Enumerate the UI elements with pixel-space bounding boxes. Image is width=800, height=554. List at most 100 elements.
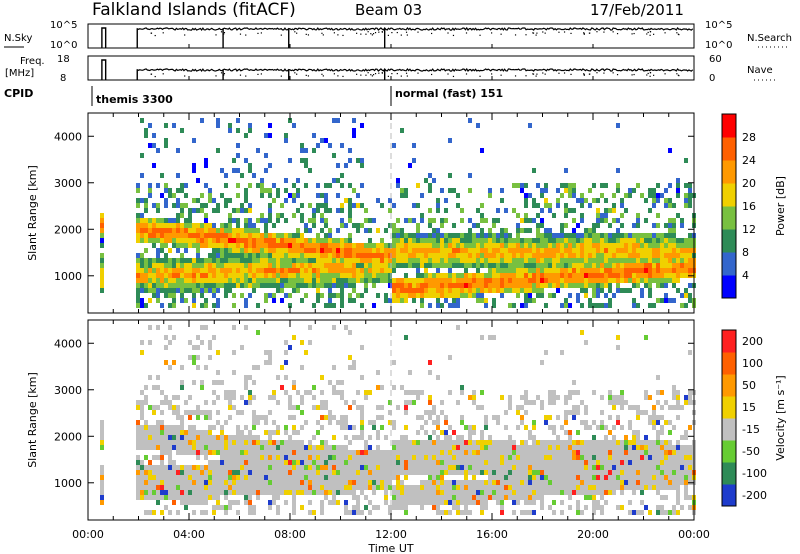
power-cell <box>428 243 432 248</box>
velocity-cell <box>636 445 640 450</box>
power-cell <box>480 288 484 293</box>
velocity-cell <box>352 490 356 495</box>
velocity-cell <box>572 465 576 470</box>
power-cell <box>364 253 368 258</box>
power-cell <box>624 233 628 238</box>
velocity-cell <box>236 460 240 465</box>
power-cell <box>568 293 572 298</box>
power-cell <box>580 248 584 253</box>
power-cell <box>244 258 248 263</box>
power-cell <box>452 233 456 238</box>
power-cell <box>532 203 536 208</box>
power-cell <box>684 258 688 263</box>
velocity-cell <box>272 480 276 485</box>
velocity-cell <box>240 475 244 480</box>
power-cell <box>256 243 260 248</box>
velocity-cell <box>424 450 428 455</box>
velocity-cell <box>420 450 424 455</box>
velocity-cell <box>436 450 440 455</box>
velocity-cell <box>240 480 244 485</box>
velocity-cell <box>352 495 356 500</box>
velocity-cell <box>688 465 692 470</box>
velocity-cell <box>292 445 296 450</box>
power-cell <box>352 263 356 268</box>
power-cell <box>336 293 340 298</box>
velocity-cell <box>560 475 564 480</box>
velocity-cell <box>404 455 408 460</box>
velocity-cell <box>440 410 444 415</box>
velocity-cell <box>532 400 536 405</box>
velocity-cell <box>320 470 324 475</box>
power-cell <box>648 288 652 293</box>
velocity-cell <box>268 435 272 440</box>
power-cell <box>436 243 440 248</box>
velocity-cell <box>256 485 260 490</box>
velocity-cell <box>432 445 436 450</box>
power-ytick-label: 3000 <box>54 177 82 190</box>
velocity-cell <box>472 455 476 460</box>
power-cell <box>468 238 472 243</box>
power-cell <box>212 293 216 298</box>
velocity-cell <box>544 485 548 490</box>
power-cell <box>268 123 272 128</box>
velocity-cell <box>604 460 608 465</box>
velocity-cell <box>644 395 648 400</box>
velocity-cell <box>300 445 304 450</box>
velocity-cell <box>164 345 168 350</box>
velocity-cell <box>500 450 504 455</box>
velocity-cell <box>652 475 656 480</box>
freq-dot <box>257 73 259 76</box>
velocity-cell <box>264 420 268 425</box>
velocity-cell <box>416 430 420 435</box>
power-cell <box>216 233 220 238</box>
power-cell <box>392 283 396 288</box>
power-cell <box>156 273 160 278</box>
power-cell <box>468 253 472 258</box>
velocity-cell <box>248 395 252 400</box>
velocity-cell <box>604 490 608 495</box>
power-cell <box>340 278 344 283</box>
velocity-cell <box>600 445 604 450</box>
power-cell <box>492 243 496 248</box>
velocity-cell <box>512 495 516 500</box>
power-cell <box>348 293 352 298</box>
velocity-cell <box>152 485 156 490</box>
power-cell <box>544 203 548 208</box>
velocity-cell <box>100 495 104 500</box>
velocity-cell <box>200 440 204 445</box>
power-cell <box>564 248 568 253</box>
power-cell <box>216 253 220 258</box>
power-cell <box>512 303 516 308</box>
power-cell <box>228 288 232 293</box>
velocity-cell <box>348 440 352 445</box>
power-cell <box>252 283 256 288</box>
power-cell <box>668 228 672 233</box>
power-cell <box>592 273 596 278</box>
power-cell <box>220 248 224 253</box>
velocity-cell <box>568 480 572 485</box>
power-cell <box>540 288 544 293</box>
velocity-cell <box>580 480 584 485</box>
velocity-cell <box>452 500 456 505</box>
power-cell <box>440 218 444 223</box>
power-cell <box>180 253 184 258</box>
velocity-cell <box>596 470 600 475</box>
freq-dot <box>356 73 358 75</box>
power-cell <box>224 223 228 228</box>
power-cell <box>396 233 400 238</box>
power-cell <box>268 248 272 253</box>
power-cell <box>500 278 504 283</box>
velocity-cell <box>192 360 196 365</box>
power-cell <box>616 288 620 293</box>
velocity-cell <box>180 490 184 495</box>
velocity-cell <box>344 500 348 505</box>
power-cell <box>688 233 692 238</box>
velocity-cell <box>268 395 272 400</box>
freq-dot <box>570 73 572 76</box>
velocity-cell <box>192 510 196 515</box>
velocity-cell <box>208 415 212 420</box>
velocity-cell <box>472 390 476 395</box>
velocity-cell <box>428 470 432 475</box>
velocity-cell <box>576 450 580 455</box>
power-cell <box>164 223 168 228</box>
